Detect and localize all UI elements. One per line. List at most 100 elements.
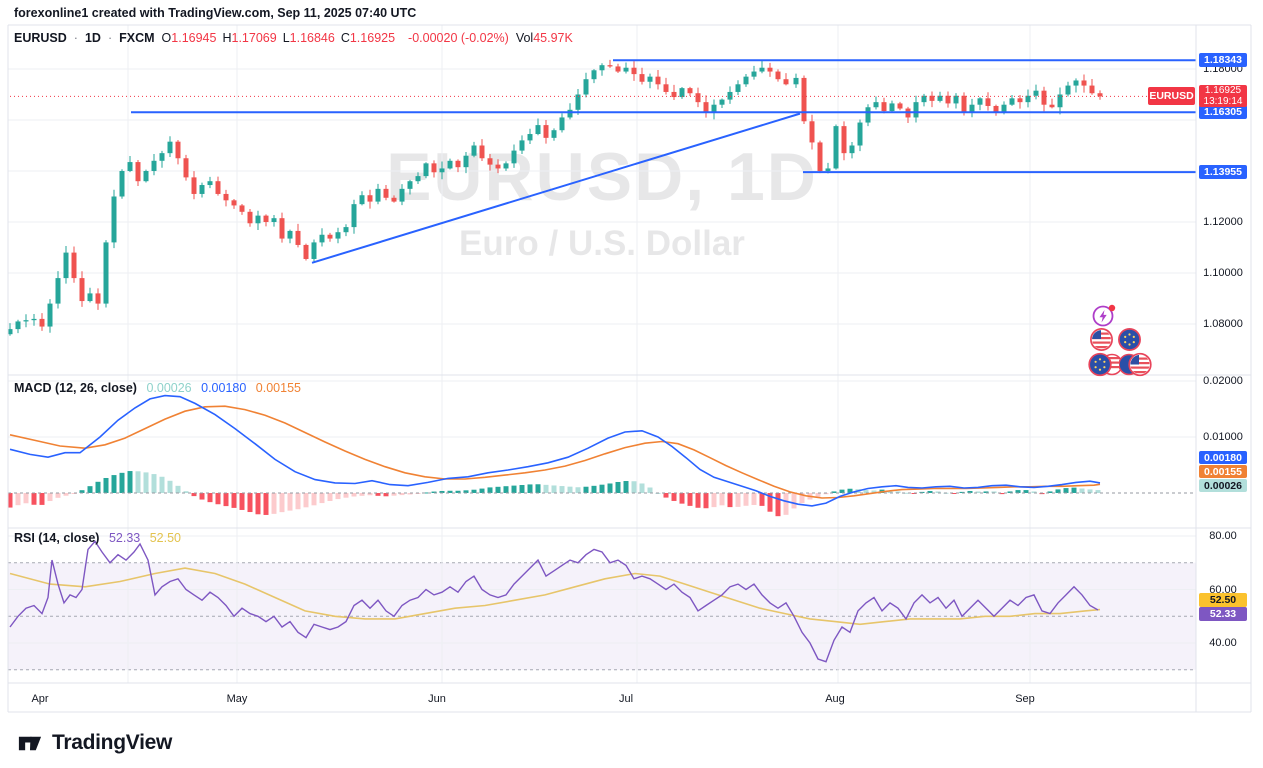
candle [575,89,581,115]
candle [199,182,205,198]
candle [809,114,815,150]
candle [857,119,863,152]
candle [873,96,879,110]
macd-line-badge: 0.00180 [1199,451,1247,464]
macd-histogram [7,471,1101,517]
eu-us-flag-pair-icon[interactable] [1088,351,1122,378]
candle [743,74,749,87]
candle [263,214,269,227]
rsi-ma-line [9,567,1101,626]
candle [977,97,983,111]
economic-events-icon[interactable] [1091,302,1117,328]
candle [127,155,133,173]
candle [1017,95,1023,109]
macd-signal-badge: 0.00155 [1199,465,1247,478]
candle [793,73,799,88]
candle [841,121,847,161]
candle [953,93,959,109]
candle [135,159,141,187]
candle [455,159,461,173]
candle [255,210,261,230]
candle [671,84,677,100]
candle [479,139,485,162]
rsi-value: 52.33 [108,531,141,545]
macd-legend[interactable]: MACD (12, 26, close) 0.00026 0.00180 0.0… [14,381,307,395]
candle [327,232,333,242]
candle [343,224,349,237]
candle [599,63,605,76]
candle [905,106,911,124]
rsi-value-badge: 52.33 [1199,607,1247,621]
candle [1073,78,1079,93]
candle [559,113,565,133]
candle [1041,86,1047,112]
macd-line [9,394,1101,507]
candle [423,162,429,179]
candle [695,87,701,108]
candle [463,151,469,174]
candle [535,118,541,136]
timeframe[interactable]: 1D [84,31,101,45]
drawing-tools[interactable] [131,59,1196,264]
price-line-label-support-low: 1.13955 [1199,165,1247,180]
candle [945,91,951,108]
rsi-legend[interactable]: RSI (14, close) 52.33 52.50 [14,531,187,545]
candle [527,128,533,145]
candle [551,128,557,141]
candle [415,172,421,184]
rsi-title[interactable]: RSI (14, close) [14,531,100,545]
ohlc-l: L1.16846 [282,31,335,45]
candle [687,86,693,97]
candle [335,227,341,244]
price-line-label-support: 1.16305 [1199,105,1247,120]
symbol-name[interactable]: EURUSD [14,31,67,45]
us-eu-flag-pair-icon[interactable] [1119,351,1153,378]
candle [1097,90,1103,100]
tradingview-branding[interactable]: TradingView [16,729,172,756]
candle [71,246,77,283]
candle [775,69,781,82]
candle [719,98,725,109]
symbol-legend[interactable]: EURUSD · 1D · FXCM O1.16945 H1.17069 L1.16… [14,31,573,45]
candle [759,60,765,74]
candle [543,120,549,144]
trend-line[interactable] [311,112,801,264]
candle [1025,89,1031,108]
candle [95,288,101,310]
exchange[interactable]: FXCM [119,31,155,45]
candle [801,75,807,124]
candle [439,161,445,180]
candle [735,80,741,95]
candle [993,104,999,116]
current-symbol-badge: EURUSD [1148,87,1195,106]
candle [15,319,21,334]
candle [929,91,935,108]
candle [913,95,919,123]
candle [623,62,629,74]
candle [767,62,773,77]
candle [833,124,839,170]
candle [383,185,389,201]
candle [447,158,453,170]
candle [655,70,661,90]
volume: Vol45.97K [516,31,573,45]
candle [63,245,69,284]
candle [271,214,277,227]
candle [303,243,309,261]
macd-title[interactable]: MACD (12, 26, close) [14,381,137,395]
us-flag-icon[interactable] [1089,327,1114,352]
candle [1081,74,1087,93]
candle [143,169,149,183]
candle [31,314,37,326]
candle [511,144,517,168]
candle [159,150,165,168]
panel-borders [7,24,1252,713]
candle [279,212,285,243]
candle [985,92,991,111]
candle [631,61,637,81]
eu-flag-icon[interactable] [1117,327,1142,352]
candle [79,271,85,307]
candle [679,86,685,99]
